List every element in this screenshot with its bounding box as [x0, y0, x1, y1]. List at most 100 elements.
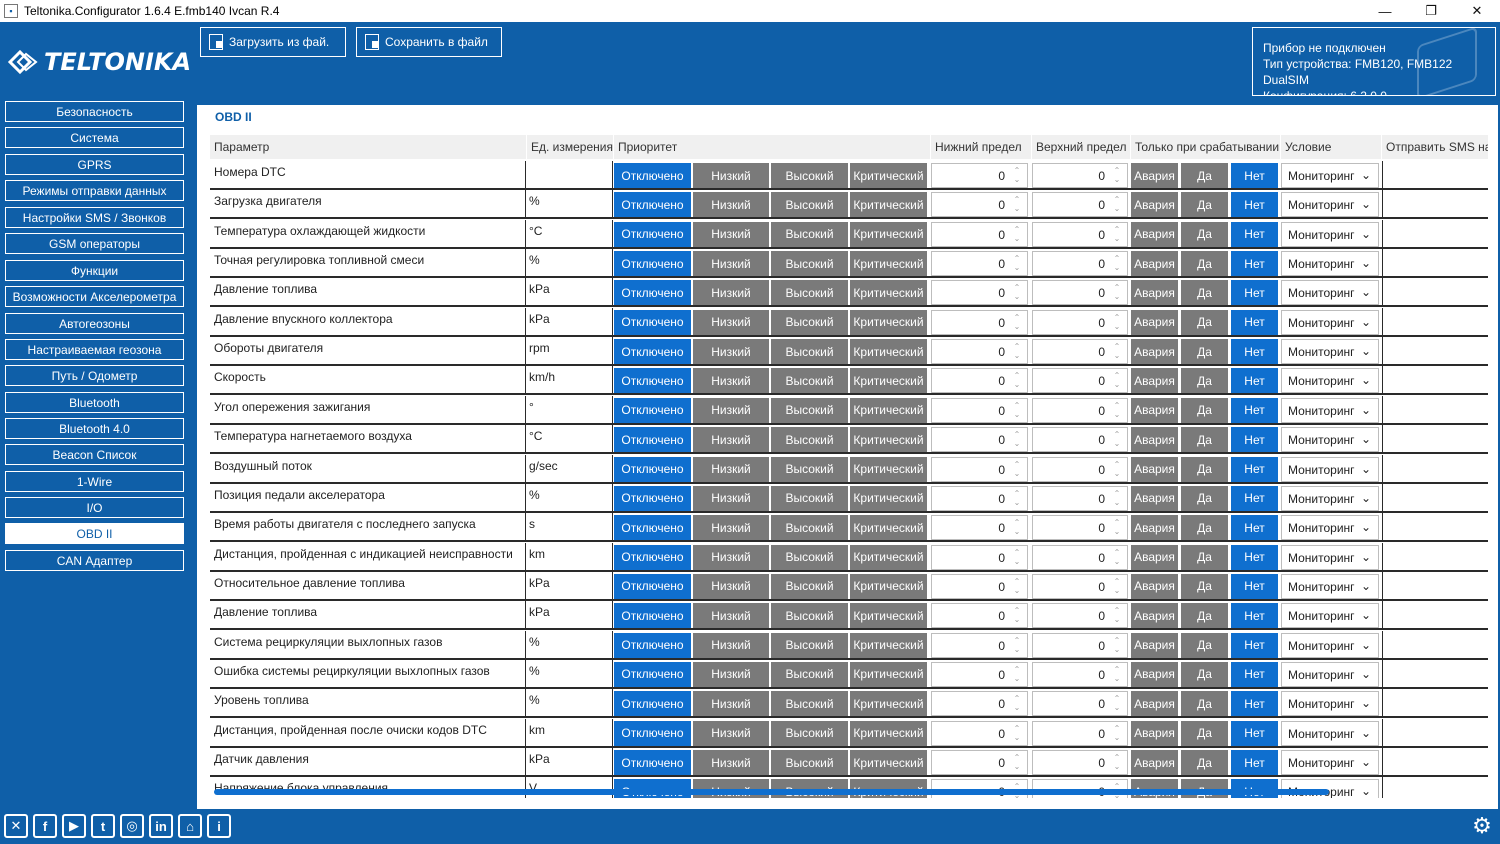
trigger-alarm-button[interactable]: Авария — [1131, 485, 1178, 511]
priority-off-button[interactable]: Отключено — [614, 339, 691, 365]
spinner-arrows-icon[interactable]: ⌃ ⌄ — [1013, 694, 1021, 713]
spinner-arrows-icon[interactable]: ⌃ ⌄ — [1013, 371, 1021, 390]
priority-off-button[interactable]: Отключено — [614, 427, 691, 453]
trigger-alarm-button[interactable]: Авария — [1131, 192, 1178, 218]
trigger-alarm-button[interactable]: Авария — [1131, 280, 1178, 306]
priority-low-button[interactable]: Низкий — [693, 750, 769, 775]
priority-off-button[interactable]: Отключено — [614, 573, 691, 599]
priority-high-button[interactable]: Высокий — [771, 485, 848, 511]
trigger-yes-button[interactable]: Да — [1181, 720, 1228, 746]
high-limit-input[interactable]: 0 ⌃ ⌄ — [1032, 368, 1128, 394]
trigger-no-button[interactable]: Нет — [1231, 309, 1278, 335]
trigger-yes-button[interactable]: Да — [1181, 339, 1228, 365]
priority-low-button[interactable]: Низкий — [693, 485, 769, 511]
priority-low-button[interactable]: Низкий — [693, 251, 769, 277]
priority-high-button[interactable]: Высокий — [771, 192, 848, 218]
spinner-arrows-icon[interactable]: ⌃ ⌄ — [1113, 430, 1121, 449]
send-sms-cell[interactable] — [1382, 249, 1477, 277]
priority-low-button[interactable]: Низкий — [693, 456, 769, 482]
high-limit-input[interactable]: 0 ⌃ ⌄ — [1032, 661, 1128, 687]
spinner-arrows-icon[interactable]: ⌃ ⌄ — [1113, 342, 1121, 361]
high-limit-input[interactable]: 0 ⌃ ⌄ — [1032, 280, 1128, 306]
spinner-arrows-icon[interactable]: ⌃ ⌄ — [1013, 635, 1021, 654]
trigger-alarm-button[interactable]: Авария — [1131, 456, 1178, 482]
condition-select[interactable]: Мониторинг ⌄ — [1281, 427, 1379, 453]
sidebar-item[interactable]: 1-Wire — [5, 471, 184, 492]
low-limit-input[interactable]: 0 ⌃ ⌄ — [931, 661, 1028, 687]
priority-critical-button[interactable]: Критический — [850, 515, 927, 541]
spinner-arrows-icon[interactable]: ⌃ ⌄ — [1013, 753, 1021, 771]
trigger-no-button[interactable]: Нет — [1231, 691, 1278, 717]
priority-critical-button[interactable]: Критический — [850, 280, 927, 306]
trigger-no-button[interactable]: Нет — [1231, 632, 1278, 658]
linkedin-icon[interactable]: in — [149, 814, 173, 838]
spinner-arrows-icon[interactable]: ⌃ ⌄ — [1113, 488, 1121, 507]
sidebar-item[interactable]: CAN Адаптер — [5, 550, 184, 571]
spinner-arrows-icon[interactable]: ⌃ ⌄ — [1013, 576, 1021, 595]
load-from-file-button[interactable]: Загрузить из фай. — [200, 27, 346, 57]
send-sms-cell[interactable] — [1382, 748, 1477, 775]
spinner-arrows-icon[interactable]: ⌃ ⌄ — [1113, 518, 1121, 537]
condition-select[interactable]: Мониторинг ⌄ — [1281, 368, 1379, 394]
trigger-alarm-button[interactable]: Авария — [1131, 544, 1178, 570]
trigger-no-button[interactable]: Нет — [1231, 485, 1278, 511]
spinner-arrows-icon[interactable]: ⌃ ⌄ — [1013, 518, 1021, 537]
send-sms-cell[interactable] — [1382, 337, 1477, 365]
high-limit-input[interactable]: 0 ⌃ ⌄ — [1032, 192, 1128, 218]
spinner-arrows-icon[interactable]: ⌃ ⌄ — [1113, 195, 1121, 214]
priority-low-button[interactable]: Низкий — [693, 720, 769, 746]
send-sms-cell[interactable] — [1382, 601, 1477, 629]
trigger-alarm-button[interactable]: Авария — [1131, 397, 1178, 423]
low-limit-input[interactable]: 0 ⌃ ⌄ — [931, 368, 1028, 394]
sidebar-item[interactable]: Система — [5, 127, 184, 148]
low-limit-input[interactable]: 0 ⌃ ⌄ — [931, 720, 1028, 746]
priority-critical-button[interactable]: Критический — [850, 720, 927, 746]
spinner-arrows-icon[interactable]: ⌃ ⌄ — [1113, 283, 1121, 302]
high-limit-input[interactable]: 0 ⌃ ⌄ — [1032, 750, 1128, 775]
spinner-arrows-icon[interactable]: ⌃ ⌄ — [1113, 606, 1121, 625]
priority-off-button[interactable]: Отключено — [614, 691, 691, 717]
priority-critical-button[interactable]: Критический — [850, 573, 927, 599]
high-limit-input[interactable]: 0 ⌃ ⌄ — [1032, 573, 1128, 599]
trigger-alarm-button[interactable]: Авария — [1131, 720, 1178, 746]
priority-high-button[interactable]: Высокий — [771, 661, 848, 687]
send-sms-cell[interactable] — [1382, 689, 1477, 717]
teltonika-icon[interactable]: ✕ — [4, 814, 28, 838]
priority-low-button[interactable]: Низкий — [693, 603, 769, 629]
condition-select[interactable]: Мониторинг ⌄ — [1281, 280, 1379, 306]
low-limit-input[interactable]: 0 ⌃ ⌄ — [931, 163, 1028, 188]
priority-low-button[interactable]: Низкий — [693, 280, 769, 306]
send-sms-cell[interactable] — [1382, 366, 1477, 394]
trigger-no-button[interactable]: Нет — [1231, 192, 1278, 218]
youtube-icon[interactable]: ▶ — [62, 814, 86, 838]
twitter-icon[interactable]: t — [91, 814, 115, 838]
priority-high-button[interactable]: Высокий — [771, 163, 848, 188]
priority-high-button[interactable]: Высокий — [771, 691, 848, 717]
condition-select[interactable]: Мониторинг ⌄ — [1281, 485, 1379, 511]
trigger-alarm-button[interactable]: Авария — [1131, 163, 1178, 188]
priority-off-button[interactable]: Отключено — [614, 368, 691, 394]
priority-critical-button[interactable]: Критический — [850, 661, 927, 687]
trigger-alarm-button[interactable]: Авария — [1131, 603, 1178, 629]
low-limit-input[interactable]: 0 ⌃ ⌄ — [931, 691, 1028, 717]
priority-low-button[interactable]: Низкий — [693, 339, 769, 365]
priority-low-button[interactable]: Низкий — [693, 427, 769, 453]
trigger-yes-button[interactable]: Да — [1181, 691, 1228, 717]
instagram-icon[interactable]: ◎ — [120, 814, 144, 838]
priority-high-button[interactable]: Высокий — [771, 515, 848, 541]
high-limit-input[interactable]: 0 ⌃ ⌄ — [1032, 397, 1128, 423]
high-limit-input[interactable]: 0 ⌃ ⌄ — [1032, 632, 1128, 658]
sidebar-item[interactable]: Настройки SMS / Звонков — [5, 207, 184, 228]
spinner-arrows-icon[interactable]: ⌃ ⌄ — [1013, 312, 1021, 331]
spinner-arrows-icon[interactable]: ⌃ ⌄ — [1113, 694, 1121, 713]
trigger-no-button[interactable]: Нет — [1231, 573, 1278, 599]
low-limit-input[interactable]: 0 ⌃ ⌄ — [931, 397, 1028, 423]
high-limit-input[interactable]: 0 ⌃ ⌄ — [1032, 251, 1128, 277]
high-limit-input[interactable]: 0 ⌃ ⌄ — [1032, 544, 1128, 570]
priority-critical-button[interactable]: Критический — [850, 368, 927, 394]
high-limit-input[interactable]: 0 ⌃ ⌄ — [1032, 720, 1128, 746]
spinner-arrows-icon[interactable]: ⌃ ⌄ — [1113, 224, 1121, 243]
priority-critical-button[interactable]: Критический — [850, 456, 927, 482]
priority-low-button[interactable]: Низкий — [693, 632, 769, 658]
priority-high-button[interactable]: Высокий — [771, 456, 848, 482]
